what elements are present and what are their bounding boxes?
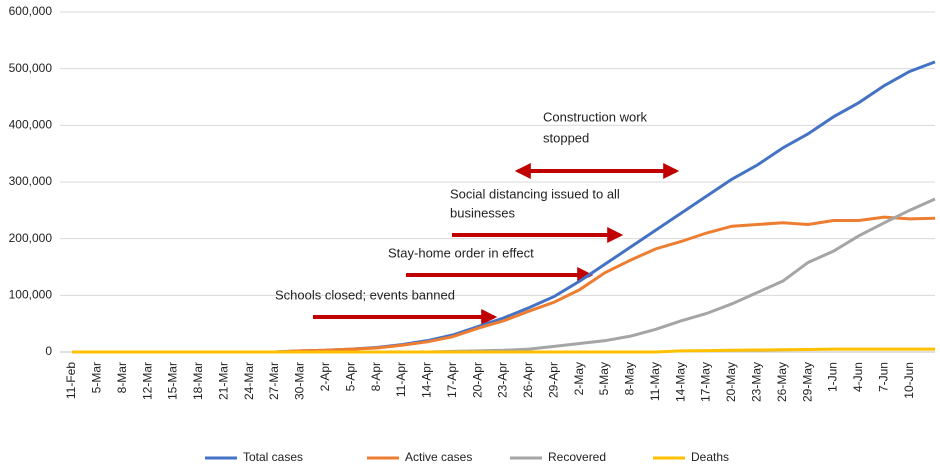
- x-tick-label: 7-Jun: [876, 362, 890, 392]
- x-tick-label: 21-Mar: [216, 362, 230, 400]
- x-tick-label: 29-May: [800, 362, 814, 402]
- y-tick-label: 400,000: [9, 118, 53, 132]
- x-tick-label: 12-Mar: [140, 362, 154, 400]
- x-tick-label: 11-May: [648, 362, 662, 401]
- legend-label: Deaths: [691, 450, 729, 464]
- y-tick-label: 600,000: [9, 4, 53, 18]
- y-tick-label: 0: [45, 344, 52, 358]
- x-tick-label: 2-Apr: [318, 362, 332, 391]
- x-tick-label: 23-Apr: [496, 362, 510, 398]
- annotation: Stay-home order in effect: [388, 245, 534, 260]
- series-line: [72, 215, 936, 354]
- x-tick-label: 8-May: [623, 362, 637, 395]
- x-tick-label: 26-May: [775, 362, 789, 402]
- x-tick-label: 10-Jun: [902, 362, 916, 399]
- legend-label: Recovered: [548, 450, 606, 464]
- x-tick-label: 11-Apr: [394, 362, 408, 397]
- x-tick-label: 2-May: [572, 362, 586, 395]
- x-tick-label: 11-Feb: [64, 362, 78, 399]
- x-tick-label: 4-Jun: [851, 362, 865, 392]
- annotation: Construction work: [543, 109, 648, 124]
- x-tick-label: 27-Mar: [267, 362, 281, 400]
- y-tick-label: 200,000: [9, 231, 53, 245]
- legend-label: Active cases: [405, 450, 472, 464]
- x-tick-label: 14-May: [673, 362, 687, 402]
- x-tick-label: 18-Mar: [191, 362, 205, 400]
- x-tick-label: 5-Apr: [343, 362, 357, 391]
- annotation: Schools closed; events banned: [275, 287, 455, 302]
- x-tick-label: 5-May: [597, 362, 611, 395]
- x-tick-label: 29-Apr: [546, 362, 560, 398]
- y-tick-label: 500,000: [9, 61, 53, 75]
- x-tick-label: 15-Mar: [166, 362, 180, 400]
- x-tick-label: 20-Apr: [470, 362, 484, 398]
- x-tick-label: 20-May: [724, 362, 738, 402]
- y-tick-label: 100,000: [9, 288, 53, 302]
- x-tick-label: 8-Apr: [369, 362, 383, 391]
- x-tick-label: 14-Apr: [420, 362, 434, 398]
- annotation: stopped: [543, 130, 589, 145]
- x-tick-label: 23-May: [749, 362, 763, 402]
- x-tick-label: 17-Apr: [445, 362, 459, 398]
- legend-label: Total cases: [243, 450, 303, 464]
- x-tick-label: 17-May: [699, 362, 713, 402]
- x-tick-label: 5-Mar: [90, 362, 104, 393]
- x-tick-label: 30-Mar: [293, 362, 307, 400]
- annotation: Social distancing issued to all: [450, 186, 620, 201]
- annotation: businesses: [450, 205, 516, 220]
- series-line: [72, 347, 935, 354]
- x-tick-label: 24-Mar: [242, 362, 256, 400]
- x-tick-label: 1-Jun: [826, 362, 840, 392]
- x-tick-label: 26-Apr: [521, 362, 535, 398]
- x-tick-label: 8-Mar: [115, 362, 129, 393]
- y-tick-label: 300,000: [9, 174, 53, 188]
